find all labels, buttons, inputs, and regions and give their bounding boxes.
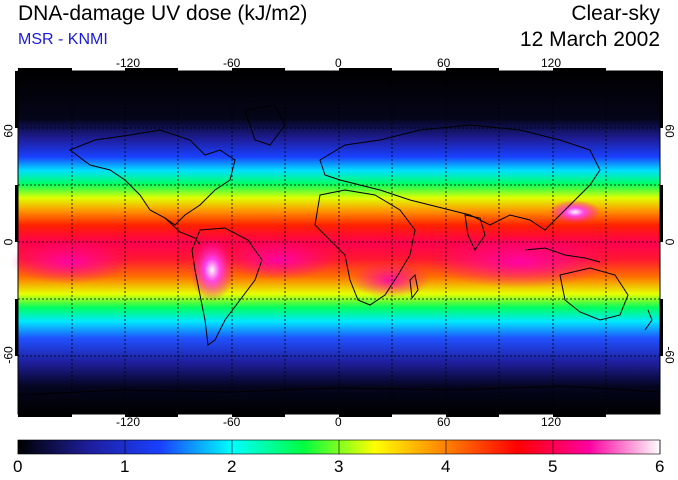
coast-india: [464, 214, 486, 252]
lon-tick-label-bottom: -60: [223, 415, 241, 429]
coastlines: [17, 104, 661, 396]
africa-magenta: [350, 262, 430, 298]
tibet-hotspot: [549, 200, 601, 224]
sky-condition-label: Clear-sky: [571, 2, 660, 25]
colorbar-tick-label: 2: [227, 457, 237, 476]
andes-hotspot: [190, 238, 234, 302]
lon-tick-label-top: 120: [541, 56, 562, 70]
colorbar-tick-label: 5: [548, 457, 558, 476]
atlantic-magenta: [225, 240, 335, 280]
colorbar-tick-label: 3: [334, 457, 344, 476]
colorbar-tick-label: 0: [13, 457, 23, 476]
pacific-magenta: [10, 240, 130, 284]
coast-central-america: [164, 217, 201, 246]
colorbar-tick-label: 4: [441, 457, 451, 476]
coast-eurasia: [319, 124, 601, 231]
coast-antarctica: [17, 385, 661, 396]
colorbar-tick-label: 1: [120, 457, 130, 476]
coast-north-america: [68, 129, 236, 226]
coast-new-zealand: [644, 309, 653, 331]
indian-magenta: [430, 236, 610, 288]
lon-tick-label-top: -120: [116, 56, 141, 70]
lon-tick-label-top: 60: [437, 56, 451, 70]
coast-indonesia: [524, 247, 601, 263]
colorbar-tick-label: 6: [655, 457, 665, 476]
data-source-label: MSR - KNMI: [18, 31, 108, 48]
date-label: 12 March 2002: [519, 28, 660, 51]
coast-south-america: [191, 227, 263, 346]
lon-tick-label-top: 0: [335, 56, 342, 70]
coast-madagascar: [409, 273, 419, 300]
map-title: DNA-damage UV dose (kJ/m2): [18, 2, 308, 25]
lon-tick-label-bottom: 120: [541, 415, 562, 429]
lon-tick-label-bottom: 0: [335, 415, 342, 429]
lon-tick-label-bottom: -120: [116, 415, 141, 429]
colorbar-ticks: [17, 440, 661, 454]
graticule: [18, 71, 660, 414]
frame-ticks: [15, 68, 663, 417]
coast-australia: [559, 267, 629, 321]
coast-greenland: [244, 104, 286, 146]
coast-africa: [314, 189, 416, 306]
lon-tick-label-top: -60: [223, 56, 241, 70]
lon-tick-label-bottom: 60: [437, 415, 451, 429]
